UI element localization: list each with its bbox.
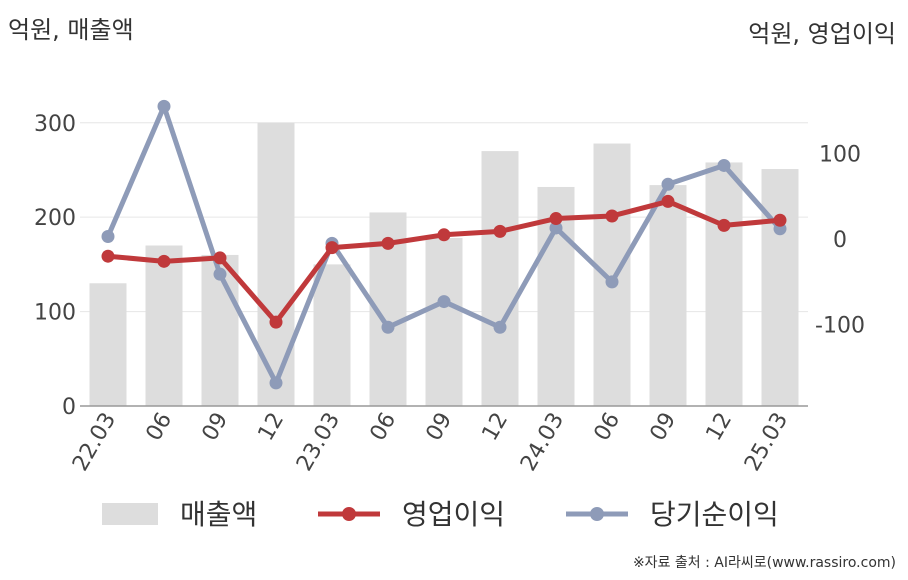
net-income-point: [437, 295, 451, 309]
net-income-point: [549, 221, 563, 235]
legend-operating-profit-marker: [342, 507, 356, 521]
left-axis-tick-label: 100: [34, 301, 76, 326]
operating-profit-point: [437, 228, 451, 242]
operating-profit-point: [101, 249, 115, 263]
right-axis-tick-label: 100: [819, 142, 861, 167]
net-income-point: [157, 99, 171, 113]
operating-profit-point: [549, 212, 563, 226]
x-axis-tick-label: 25.03: [740, 409, 793, 476]
revenue-bar: [593, 143, 631, 407]
right-axis-unit-label: 억원, 영업이익: [748, 20, 896, 48]
legend-net-income-label: 당기순이익: [650, 498, 779, 531]
revenue-bar: [761, 169, 799, 406]
revenue-bar: [649, 185, 687, 406]
operating-profit-point: [213, 251, 227, 265]
net-income-point: [493, 320, 507, 334]
operating-profit-point: [325, 241, 339, 255]
left-axis-tick-label: 200: [34, 206, 76, 231]
legend-net-income-marker: [590, 507, 604, 521]
operating-profit-point: [605, 209, 619, 223]
operating-profit-point: [661, 194, 675, 208]
x-axis-tick-label: 09: [422, 409, 458, 446]
left-axis-tick-label: 300: [34, 112, 76, 137]
x-axis-tick-label: 23.03: [292, 409, 345, 476]
revenue-bar: [481, 151, 519, 406]
revenue-bar: [145, 245, 183, 406]
x-axis-tick-label: 09: [198, 409, 234, 446]
revenue-bar: [313, 264, 351, 406]
legend-revenue-label: 매출액: [180, 498, 257, 531]
x-axis-tick-label: 12: [702, 409, 738, 446]
net-income-point: [213, 267, 227, 281]
revenue-bar: [89, 283, 127, 406]
net-income-point: [101, 230, 115, 244]
net-income-point: [661, 177, 675, 191]
x-axis-tick-label: 06: [366, 409, 402, 446]
revenue-bar: [257, 122, 295, 406]
legend-operating-profit-label: 영업이익: [402, 498, 505, 531]
left-axis-tick-label: 0: [62, 395, 76, 420]
source-note: ※자료 출처 : AI라씨로(www.rassiro.com): [632, 555, 896, 571]
revenue-bar: [425, 237, 463, 406]
x-axis-tick-label: 22.03: [68, 409, 121, 476]
operating-profit-point: [493, 224, 507, 238]
right-axis-tick-label: -100: [815, 314, 865, 339]
x-axis-tick-label: 06: [142, 409, 178, 446]
operating-profit-point: [773, 213, 787, 227]
net-income-point: [381, 320, 395, 334]
revenue-bar: [705, 162, 743, 406]
x-axis-tick-label: 12: [478, 409, 514, 446]
net-income-point: [605, 275, 619, 289]
x-axis-tick-label: 09: [646, 409, 682, 446]
operating-profit-point: [717, 218, 731, 232]
left-axis-unit-label: 억원, 매출액: [8, 16, 134, 44]
net-income-point: [269, 376, 283, 390]
right-axis-tick-label: 0: [833, 228, 847, 253]
operating-profit-point: [269, 315, 283, 329]
operating-profit-point: [381, 236, 395, 250]
x-axis-tick-label: 12: [254, 409, 290, 446]
net-income-point: [717, 158, 731, 172]
operating-profit-point: [157, 254, 171, 268]
x-axis-tick-label: 06: [590, 409, 626, 446]
legend-revenue-swatch: [102, 503, 158, 525]
x-axis-tick-label: 24.03: [516, 409, 569, 476]
